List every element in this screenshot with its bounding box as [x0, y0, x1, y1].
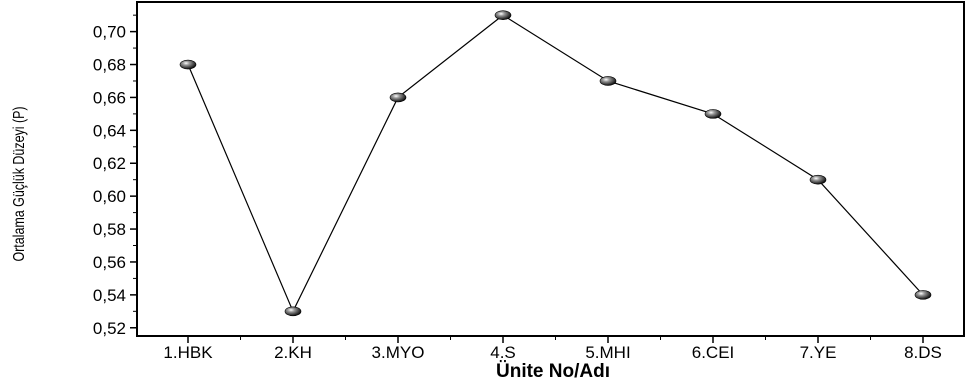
data-point	[809, 174, 827, 185]
y-tick-label: 0,56	[93, 253, 126, 272]
y-tick-label: 0,70	[93, 23, 126, 42]
x-axis-title: Ünite No/Adı	[496, 361, 610, 381]
series-line	[187, 14, 924, 313]
x-tick-label: 4.S	[490, 343, 516, 362]
y-tick-label: 0,60	[93, 187, 126, 206]
x-tick-label: 6.CEI	[692, 343, 735, 362]
x-tick-label: 1.HBK	[163, 343, 213, 362]
y-tick-label: 0,54	[93, 286, 126, 305]
data-point	[284, 306, 302, 317]
y-tick-label: 0,52	[93, 319, 126, 338]
x-tick-label: 8.DS	[904, 343, 942, 362]
data-point	[494, 10, 512, 20]
y-tick-label: 0,62	[93, 154, 126, 173]
plot-frame	[136, 1, 965, 337]
x-tick-label: 3.MYO	[372, 343, 425, 362]
x-tick-label: 7.YE	[800, 343, 837, 362]
y-axis-title: Ortalama Güçlük Düzeyi (P)	[11, 106, 29, 261]
data-point	[914, 290, 932, 300]
y-tick-label: 0,58	[93, 220, 126, 239]
x-tick-label: 2.KH	[274, 343, 312, 362]
y-tick-label: 0,64	[93, 121, 126, 140]
data-point	[704, 109, 722, 119]
y-tick-label: 0,66	[93, 88, 126, 107]
data-point	[179, 59, 197, 70]
y-tick-label: 0,68	[93, 56, 126, 75]
data-point	[389, 92, 407, 103]
x-tick-label: 5.MHI	[585, 343, 630, 362]
data-point	[599, 76, 617, 86]
